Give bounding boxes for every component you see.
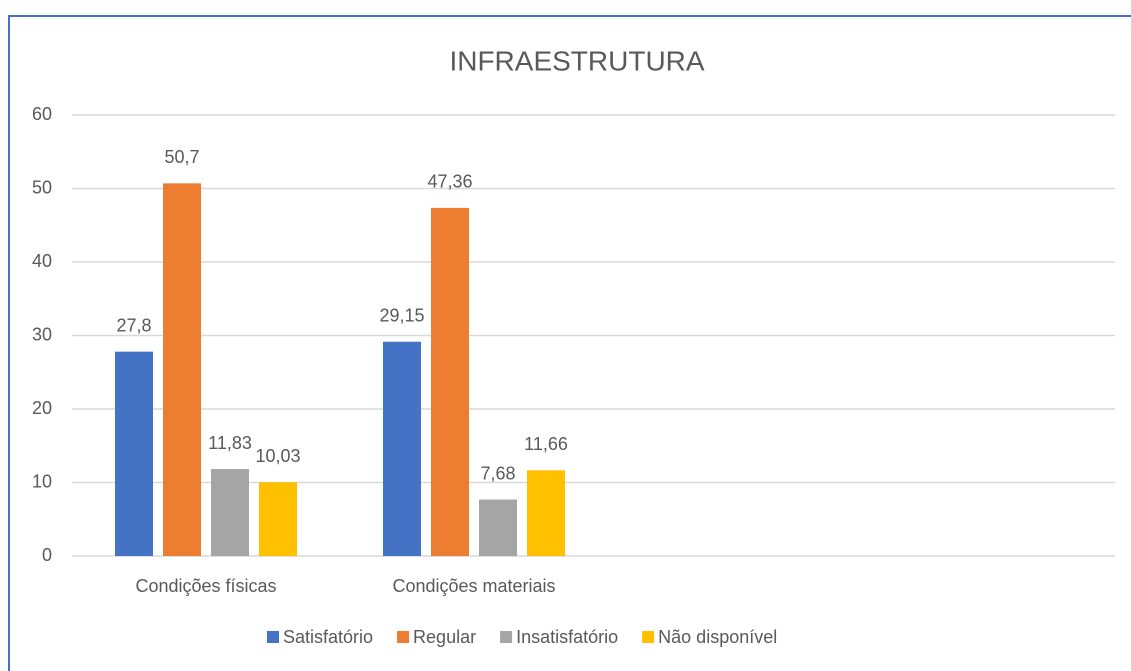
data-label: 11,83 [208,433,252,453]
data-label: 11,66 [524,434,568,454]
x-tick-label: Condições físicas [135,576,276,596]
bar [259,482,297,556]
bar [527,470,565,556]
y-tick-label: 20 [32,398,52,418]
y-tick-label: 60 [32,104,52,124]
chart-title: INFRAESTRUTURA [449,45,704,76]
legend-swatch [267,631,279,643]
legend-label: Satisfatório [283,627,373,647]
legend-swatch [397,631,410,643]
bar [383,341,421,556]
bar [211,469,249,556]
y-tick-label: 10 [32,471,52,491]
data-label: 27,8 [116,315,151,335]
legend-label: Regular [413,627,476,647]
legend-label: Não disponível [658,627,777,647]
legend-swatch [500,631,513,643]
y-tick-label: 40 [32,251,52,271]
bar [431,207,469,557]
legend-label: Insatisfatório [516,627,618,647]
legend-swatch [642,631,655,643]
data-label: 29,15 [379,305,424,325]
data-label: 7,68 [480,463,515,483]
data-label: 47,36 [427,172,472,192]
bar [479,499,517,556]
x-tick-label: Condições materiais [392,576,555,596]
data-label: 50,7 [164,147,199,167]
y-tick-label: 0 [42,545,52,565]
bar [163,183,201,557]
y-tick-label: 30 [32,324,52,344]
data-label: 10,03 [255,446,300,466]
y-tick-label: 50 [32,177,52,197]
bar [115,351,153,556]
